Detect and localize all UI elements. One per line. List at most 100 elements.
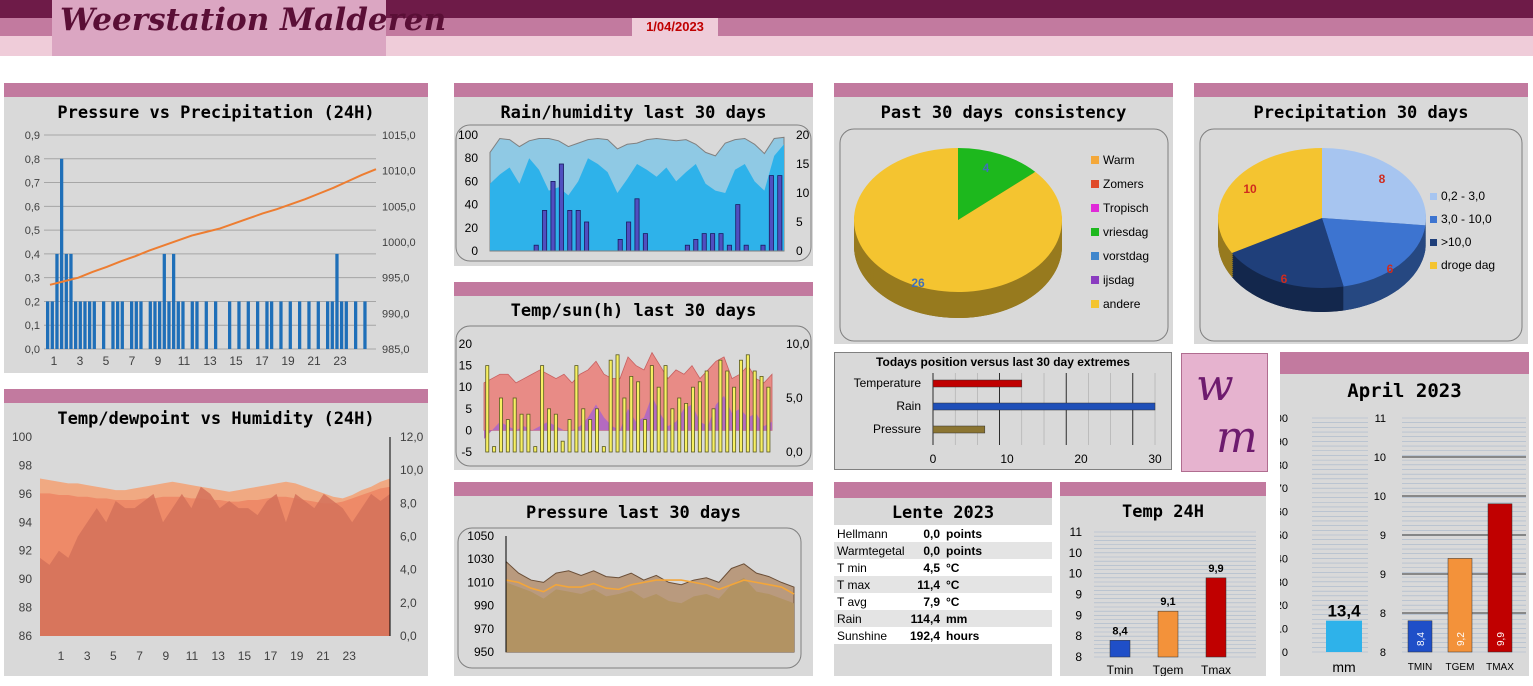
y-tick-label: 970 [474, 622, 494, 636]
y2-tick-label: 6,0 [400, 530, 417, 544]
title-box [52, 0, 386, 56]
y-tick-label: 98 [19, 458, 33, 472]
sun-bar [739, 359, 743, 453]
precip-bar [344, 301, 348, 349]
y2-tick-label: 0,0 [400, 629, 417, 643]
rain-bar [760, 244, 766, 252]
sun-bar [725, 370, 730, 453]
x-tick-label: 15 [229, 354, 243, 368]
sun-bar [745, 354, 750, 453]
precip-bar [120, 301, 124, 349]
lente-unit: points [946, 544, 982, 558]
precip-bar [176, 301, 180, 349]
panel-header [454, 83, 813, 97]
precip-bar [288, 301, 292, 349]
x-tick-label: 5 [103, 354, 110, 368]
temp-bar [1447, 558, 1473, 653]
x-tick-label: 11 [178, 354, 191, 368]
category-label: Tmin [1107, 663, 1134, 676]
category-label: TMAX [1486, 662, 1514, 673]
x-tick-label: 17 [264, 649, 278, 663]
precip-bar [92, 301, 96, 349]
sun-bar [505, 419, 510, 453]
sun-bar [636, 381, 641, 453]
y-tick-label: 80 [1280, 460, 1288, 472]
x-tick-label: 1 [58, 649, 65, 663]
y-tick-label: 0,5 [25, 225, 40, 237]
precip-bar [270, 301, 274, 349]
lente-value: 4,5 [923, 561, 940, 575]
x-tick-label: 19 [281, 354, 295, 368]
chart-title: Precipitation 30 days [1253, 103, 1469, 123]
y2-tick-label: 990,0 [382, 308, 410, 320]
y2-tick-label: 10 [1374, 452, 1386, 464]
precip-bar [83, 301, 87, 349]
sun-bar [759, 376, 764, 453]
current-date: 1/04/2023 [646, 19, 704, 34]
precip-bar [335, 253, 339, 349]
x-tick-label: 17 [255, 354, 269, 368]
x-tick-label: 7 [129, 354, 136, 368]
x-tick-label: 15 [238, 649, 252, 663]
sun-bar [643, 419, 647, 453]
y2-tick-label: 11 [1375, 413, 1386, 425]
y-tick-label: 0,0 [25, 344, 40, 356]
x-tick-label: 3 [77, 354, 84, 368]
y-tick-label: 90 [19, 572, 33, 586]
sun-bar [512, 397, 517, 453]
lente-label: Rain [837, 612, 862, 626]
sun-bar [732, 386, 737, 453]
y-tick-label: 60 [465, 174, 479, 188]
legend-label: 3,0 - 10,0 [1441, 212, 1492, 226]
y-tick-label: 0,9 [25, 130, 40, 142]
precip-bar [167, 301, 171, 349]
x-tick-label: 3 [84, 649, 91, 663]
lente-label: T max [837, 578, 871, 592]
y-tick-label: 11 [1070, 525, 1083, 539]
rain-bar [617, 239, 623, 252]
precip-bar [181, 301, 185, 349]
bar-value-label: 8,4 [1112, 625, 1128, 637]
precip-bar [134, 301, 138, 349]
temp-bar [1109, 640, 1131, 658]
panel-header [454, 282, 813, 296]
lente-unit: °C [946, 561, 960, 575]
x-tick-label: 21 [316, 649, 330, 663]
legend-swatch [1430, 262, 1437, 269]
pie-label: 4 [983, 161, 990, 175]
sun-bar [499, 397, 503, 453]
chart-rain-hum: 0 20 40 60 80 100 0 5 10 15 20 [455, 124, 812, 262]
panel-header [834, 83, 1173, 97]
y-tick-label: 0,7 [25, 178, 40, 190]
y-tick-label: 0,3 [25, 273, 40, 285]
panel-temp-sun: Temp/sun(h) last 30 days -5 0 5 10 15 20 0,0 5,… [454, 282, 813, 470]
temp-bar [1487, 503, 1513, 653]
rain-value-label: 13,4 [1327, 602, 1361, 621]
legend-swatch [1091, 252, 1099, 260]
x-tick-label: 10 [1000, 452, 1014, 466]
y-tick-label: 88 [19, 601, 33, 615]
sun-bar [718, 359, 723, 453]
y2-tick-label: 10,0 [786, 337, 810, 351]
y-tick-label: 1030 [467, 552, 494, 566]
y2-tick-label: 8 [1380, 608, 1386, 620]
rain-bar [726, 244, 732, 252]
sun-bar [677, 397, 682, 453]
chart-consistency: 4 26 Warm Zomers Tropisch vriesdag vorstdag ijs… [839, 128, 1169, 342]
x-tick-label: 20 [1074, 452, 1088, 466]
rain-bar [701, 233, 707, 252]
precip-bar [228, 301, 232, 349]
y2-tick-label: 4,0 [400, 563, 417, 577]
y-tick-label: 80 [465, 151, 479, 165]
panel-temp-24h: Temp 24H 8 8 9 9 10 10 11 8,4 Tmin 9,1 Tgem 9,9 Tmax [1060, 482, 1266, 676]
rain-bar [634, 198, 640, 252]
lente-value: 11,4 [917, 578, 940, 592]
rain-bar [710, 233, 716, 252]
category-label: TGEM [1446, 662, 1475, 673]
legend-label: vriesdag [1103, 225, 1148, 239]
rain-bar [684, 244, 690, 252]
lente-value: 114,4 [910, 612, 940, 626]
lente-value: 0,0 [923, 527, 940, 541]
precip-bar [111, 301, 115, 349]
category-label: Pressure [873, 422, 921, 436]
